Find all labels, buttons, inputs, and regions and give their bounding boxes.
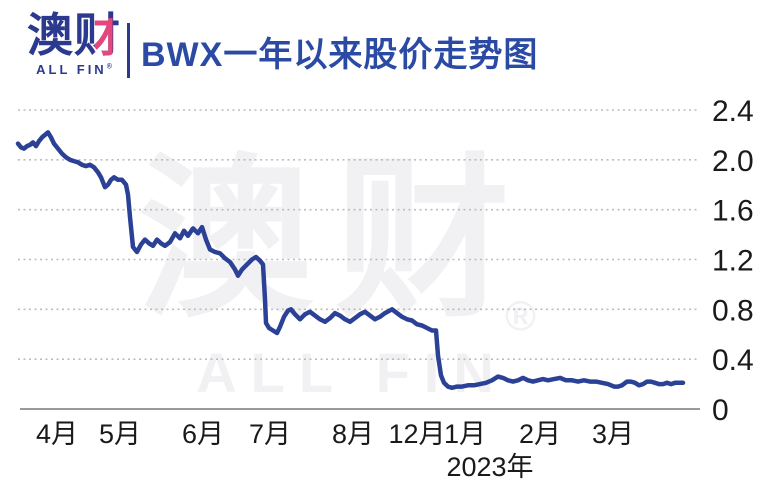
x-tick-label: 5月 [99,419,141,449]
header-divider [127,23,130,78]
logo-wordmark: 澳财 澳财 [27,10,121,61]
watermark-registered-icon: ® [505,292,536,339]
x-tick-label: 4月 [36,419,78,449]
watermark-text: 澳财 [138,143,532,338]
x-tick-label: 2月 [519,419,561,449]
x-tick-label: 12月 [388,419,445,449]
y-tick-label: 2.0 [712,145,754,178]
logo-subtext: ALL FIN® [36,61,112,77]
y-axis-labels: 2.4 2.0 1.6 1.2 0.8 0.4 0 [712,95,754,427]
x-axis-year-note: 2023年 [446,452,533,482]
x-tick-label: 7月 [249,419,291,449]
y-tick-label: 1.6 [712,195,754,228]
x-tick-label: 8月 [332,419,374,449]
watermark-subtext: ALL FIN [196,341,508,404]
page-title: BWX一年以来股价走势图 [141,36,539,74]
y-tick-label: 0.4 [712,344,754,377]
x-tick-label: 3月 [592,419,634,449]
gridlines [18,109,700,410]
x-tick-label: 1月 [444,419,486,449]
registered-mark-icon: ® [106,63,112,71]
x-tick-label: 6月 [182,419,224,449]
y-tick-label: 1.2 [712,245,754,278]
price-line [15,130,686,391]
y-tick-label: 2.4 [712,95,754,128]
logo-text: 澳财 [27,9,121,61]
allfin-logo: 澳财 澳财 ALL FIN® [24,10,124,77]
y-tick-label: 0.8 [712,294,754,327]
y-tick-label: 0 [712,394,729,427]
